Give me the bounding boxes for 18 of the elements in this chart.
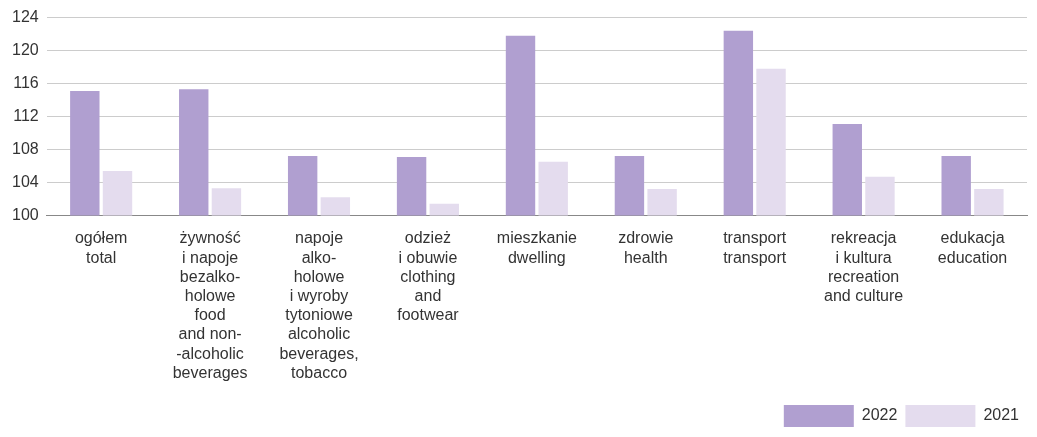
y-tick-label: 100 [11,205,39,223]
y-tick-label: 116 [13,73,39,91]
x-tick-label: mieszkanie dwelling [496,229,577,266]
x-tick-label: żywność i napoje bezalko- holowe food and non- -alcoholic beverages [172,229,248,381]
x-tick-label: transport transport [723,229,787,266]
y-tick-label: 124 [11,8,39,26]
x-tick-label: napoje alko- holowe i wyroby tytoniowe alcoholic beverages, tobacco [279,229,359,381]
x-tick-label: edukacja education [937,229,1008,266]
legend-label: 2021 [983,406,1020,424]
x-tick-label: zdrowie health [618,229,674,266]
x-tick-label: ogółem total [74,229,128,266]
y-tick-label: 108 [11,139,39,157]
y-tick-label: 120 [11,40,39,58]
y-tick-label: 104 [11,172,39,190]
x-tick-label: rekreacja i kultura recreation and culture [824,229,904,305]
legend-label: 2022 [861,406,898,424]
y-tick-label: 112 [13,106,39,124]
x-tick-label: odzież i obuwie clothing and footwear [397,229,460,324]
